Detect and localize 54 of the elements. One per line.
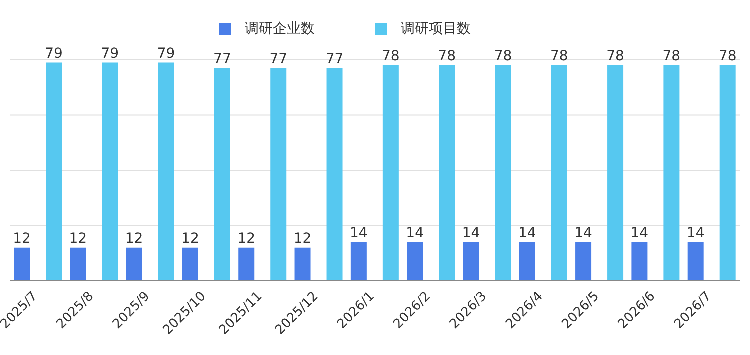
- bar: [14, 248, 30, 281]
- bar: [720, 66, 736, 281]
- data-label: 78: [438, 48, 456, 65]
- bar: [350, 242, 367, 281]
- bar: [326, 68, 343, 281]
- data-label: 14: [630, 225, 649, 242]
- bar: [70, 248, 86, 281]
- bar: [632, 242, 648, 281]
- bar: [126, 248, 142, 281]
- data-label: 78: [718, 48, 737, 65]
- bar: [688, 242, 704, 281]
- bar: [158, 62, 174, 281]
- bar: [664, 66, 680, 281]
- bar: [46, 62, 62, 281]
- bar: [463, 242, 480, 281]
- bar: [214, 68, 230, 281]
- bar: [294, 248, 311, 281]
- bar: [407, 242, 424, 281]
- bar: [102, 62, 118, 281]
- data-label: 77: [270, 51, 288, 68]
- data-label: 77: [214, 51, 232, 68]
- data-label: 12: [238, 230, 256, 247]
- data-label: 14: [518, 225, 536, 242]
- data-label: 79: [45, 46, 63, 62]
- data-label: 77: [326, 51, 344, 68]
- data-label: 78: [606, 48, 624, 65]
- bar: [495, 66, 512, 281]
- data-label: 79: [101, 46, 120, 62]
- bar: [608, 66, 624, 281]
- data-label: 12: [69, 230, 88, 247]
- data-label: 12: [125, 230, 144, 247]
- data-label: 78: [550, 48, 568, 65]
- data-label: 78: [662, 48, 681, 65]
- data-label: 79: [157, 46, 176, 62]
- bar: [270, 68, 287, 281]
- data-label: 14: [686, 225, 705, 242]
- bar: [551, 66, 568, 281]
- legend-label: 调研企业数: [245, 21, 315, 37]
- data-label: 12: [294, 230, 312, 247]
- bar: [439, 66, 456, 281]
- data-label: 78: [494, 48, 512, 65]
- data-label: 14: [406, 225, 424, 242]
- bar: [238, 248, 255, 281]
- bar: [576, 242, 592, 281]
- legend-label: 调研项目数: [401, 21, 471, 37]
- bar: [182, 248, 198, 281]
- bar: [519, 242, 536, 281]
- data-label: 12: [182, 230, 200, 247]
- data-label: 78: [382, 48, 400, 65]
- data-label: 14: [574, 225, 593, 242]
- data-label: 14: [462, 225, 480, 242]
- data-label: 14: [350, 225, 368, 242]
- bar: [382, 66, 399, 281]
- data-label: 12: [13, 230, 31, 247]
